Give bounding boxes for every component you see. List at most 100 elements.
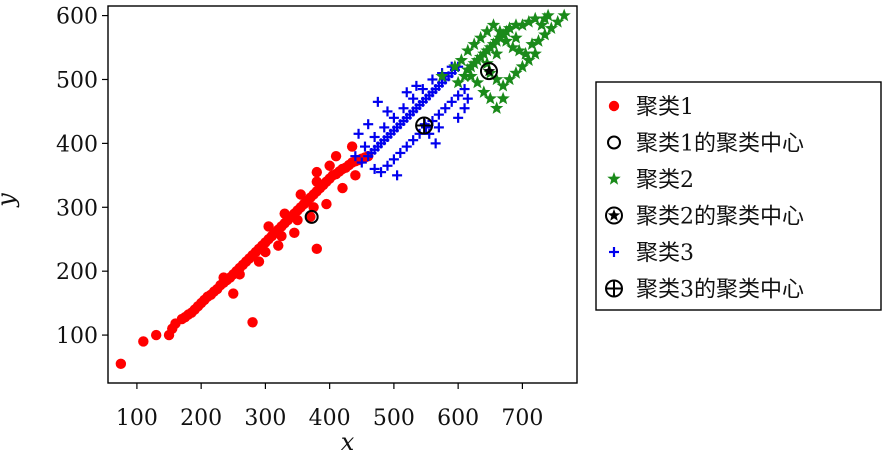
point-1-65 (311, 166, 323, 178)
point-3-38 (538, 27, 552, 41)
legend-marker-2 (607, 135, 621, 150)
point-4-0 (479, 62, 498, 81)
point-3-24 (448, 59, 462, 73)
point-3-19 (528, 11, 542, 25)
point-1-88 (311, 243, 323, 255)
point-3-18 (522, 15, 536, 28)
legend-label-4: 聚类2的聚类中心 (636, 205, 804, 230)
point-5-35 (408, 135, 419, 146)
point-5-62 (430, 138, 441, 149)
point-3-11 (490, 34, 504, 47)
point-3-30 (486, 18, 501, 31)
point-5-29 (369, 163, 380, 174)
legend-label-5: 聚类3 (636, 241, 694, 266)
point-3-31 (493, 24, 507, 38)
point-3-17 (515, 18, 529, 31)
point-3-33 (506, 40, 520, 54)
point-3-51 (496, 91, 510, 105)
point-1-73 (273, 240, 284, 251)
x-tick-label: 100 (116, 406, 158, 431)
y-tick-label: 400 (56, 132, 98, 157)
series-1 (115, 141, 374, 370)
point-5-41 (446, 96, 457, 107)
point-1-87 (308, 202, 319, 213)
point-5-66 (462, 93, 473, 104)
point-3-32 (499, 34, 513, 47)
point-5-58 (363, 119, 374, 130)
point-3-46 (522, 53, 536, 66)
point-5-44 (356, 157, 367, 168)
point-5-40 (440, 103, 451, 114)
point-5-64 (453, 112, 464, 123)
legend-marker-1 (608, 100, 620, 112)
point-1-76 (321, 198, 332, 210)
series-4 (479, 62, 498, 81)
legend-marker-5 (609, 247, 619, 257)
point-3-37 (531, 34, 546, 47)
point-6-0 (415, 116, 434, 135)
point-3-0 (451, 75, 465, 89)
series-2 (304, 209, 319, 224)
point-3-54 (551, 15, 565, 28)
point-5-67 (401, 87, 412, 98)
point-3-34 (512, 43, 526, 57)
point-1-74 (289, 227, 300, 239)
point-3-42 (496, 78, 510, 92)
point-5-30 (376, 167, 387, 178)
point-5-45 (350, 151, 361, 162)
point-5-56 (372, 96, 383, 107)
point-1-69 (228, 288, 239, 299)
point-1-0 (115, 358, 127, 370)
x-tick-label: 300 (244, 406, 286, 431)
point-1-72 (253, 256, 265, 267)
x-tick-label: 600 (437, 406, 479, 431)
point-1-67 (346, 141, 358, 152)
point-5-32 (388, 154, 399, 165)
point-5-47 (369, 131, 380, 142)
point-1-1 (138, 336, 149, 347)
y-tick-label: 300 (56, 196, 98, 221)
series-6 (415, 116, 434, 135)
point-5-59 (353, 128, 364, 139)
legend-label-1: 聚类1 (636, 95, 694, 120)
point-3-9 (483, 40, 497, 54)
legend-label-3: 聚类2 (636, 168, 694, 193)
point-1-86 (292, 214, 303, 226)
point-3-49 (483, 91, 497, 105)
point-3-48 (477, 85, 491, 98)
x-tick-label: 400 (309, 406, 351, 431)
point-5-34 (401, 141, 412, 152)
point-1-77 (337, 182, 348, 194)
point-1-68 (247, 317, 258, 328)
point-3-2 (461, 62, 475, 76)
point-5-63 (433, 122, 444, 133)
point-3-20 (538, 11, 552, 25)
legend-marker-4 (605, 206, 623, 225)
point-5-31 (382, 160, 393, 171)
point-1-71 (234, 269, 245, 280)
point-3-55 (535, 18, 549, 31)
point-3-23 (435, 69, 449, 82)
y-tick-label: 600 (56, 5, 98, 30)
point-1-84 (260, 246, 271, 258)
legend-marker-3 (607, 172, 621, 185)
point-3-47 (528, 46, 542, 60)
point-3-10 (486, 37, 501, 50)
point-5-39 (433, 109, 444, 120)
point-5-50 (398, 103, 409, 114)
point-5-42 (453, 90, 464, 101)
point-3-29 (480, 24, 494, 38)
x-tick-label: 200 (180, 406, 222, 431)
point-3-50 (490, 101, 504, 114)
point-1-83 (324, 160, 335, 171)
data-marks (115, 8, 571, 370)
point-5-46 (359, 141, 370, 152)
x-tick-label: 500 (373, 406, 415, 431)
point-3-53 (464, 69, 478, 82)
point-3-21 (541, 8, 555, 22)
point-3-25 (454, 53, 468, 66)
point-3-26 (461, 43, 475, 57)
legend-frame (595, 81, 882, 311)
point-3-57 (490, 46, 504, 60)
point-5-52 (417, 84, 428, 95)
